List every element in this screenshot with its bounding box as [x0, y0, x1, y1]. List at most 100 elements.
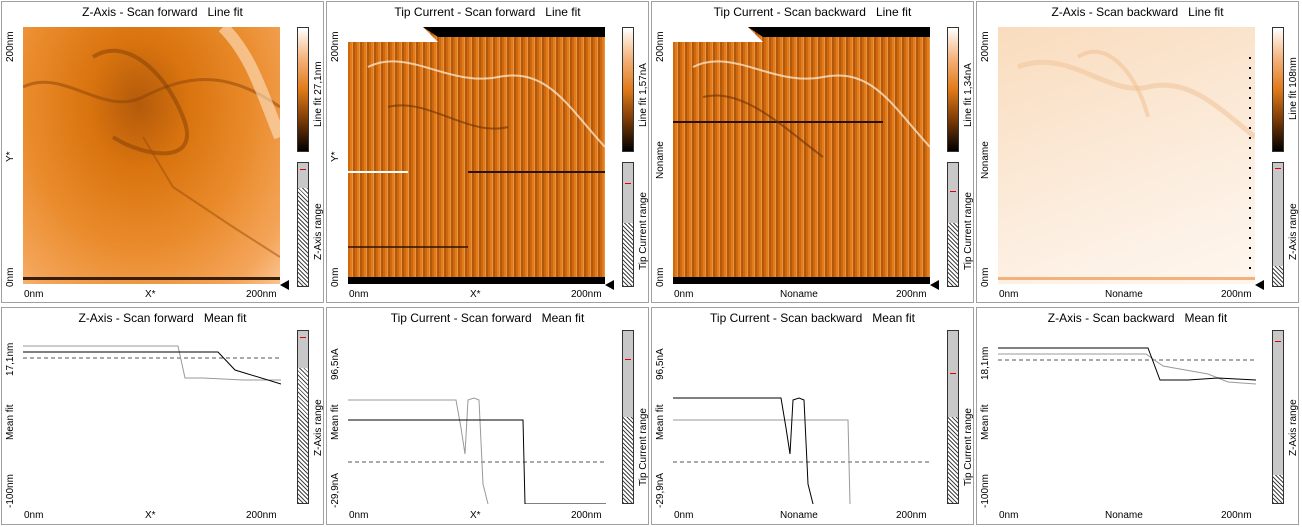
- forward-trace: [998, 353, 1256, 385]
- y-axis-label: Mean fit: [655, 404, 666, 440]
- color-scale-bar: [947, 27, 959, 152]
- y-axis-label: Noname: [655, 141, 666, 179]
- color-scale-label: Line fit 108nm: [1288, 57, 1299, 120]
- line-profile-plot[interactable]: [998, 336, 1256, 504]
- x-axis-min-label: 0nm: [24, 510, 44, 521]
- panel-title: Z-Axis - Scan forward Line fit: [82, 5, 243, 19]
- y-axis-max-label: 200nm: [980, 31, 991, 62]
- panel-z-backward-profile: Z-Axis - Scan backward Mean fit 18,1nm M…: [976, 307, 1299, 525]
- x-axis-max-label: 200nm: [246, 289, 277, 300]
- x-axis-max-label: 200nm: [896, 289, 927, 300]
- panel-z-forward-profile: Z-Axis - Scan forward Mean fit 17,1nm Me…: [1, 307, 324, 525]
- panel-title: Tip Current - Scan backward Mean fit: [710, 311, 915, 325]
- color-scale-bar: [297, 27, 309, 152]
- y-axis-min-label: -100nm: [980, 474, 991, 508]
- color-scale-label: Line fit 1,34nA: [963, 63, 974, 127]
- backward-trace: [673, 397, 814, 504]
- y-axis-min-label: 0nm: [330, 267, 341, 287]
- y-axis-max-label: 200nm: [5, 31, 16, 62]
- panel-current-forward-profile: Tip Current - Scan forward Mean fit 96,5…: [326, 307, 649, 525]
- range-slider[interactable]: [622, 330, 634, 504]
- y-axis-label: Mean fit: [980, 404, 991, 440]
- y-axis-label: Mean fit: [5, 404, 16, 440]
- scan-position-marker[interactable]: [930, 280, 939, 290]
- x-axis-min-label: 0nm: [999, 289, 1019, 300]
- x-axis-max-label: 200nm: [1221, 289, 1252, 300]
- panel-title: Tip Current - Scan backward Line fit: [713, 5, 912, 19]
- y-axis-max-label: 200nm: [655, 31, 666, 62]
- topography-texture: [998, 49, 1255, 280]
- panel-z-forward-image: Z-Axis - Scan forward Line fit 200nm Y* …: [1, 1, 324, 303]
- range-label: Z-Axis range: [313, 399, 324, 456]
- line-profile-plot[interactable]: [23, 336, 281, 504]
- color-scale-bar: [1272, 27, 1284, 152]
- x-axis-label: X*: [470, 289, 481, 300]
- y-axis-label: Mean fit: [330, 404, 341, 440]
- range-slider[interactable]: [622, 162, 634, 287]
- forward-trace: [23, 351, 281, 385]
- x-axis-max-label: 200nm: [246, 510, 277, 521]
- x-axis-min-label: 0nm: [999, 510, 1019, 521]
- range-slider[interactable]: [947, 330, 959, 504]
- y-axis-max-label: 18,1nm: [980, 346, 991, 380]
- x-axis-max-label: 200nm: [571, 510, 602, 521]
- panel-current-backward-profile: Tip Current - Scan backward Mean fit 96,…: [651, 307, 974, 525]
- topography-texture: [23, 27, 280, 280]
- scan-position-marker[interactable]: [280, 280, 289, 290]
- panel-title: Z-Axis - Scan backward Line fit: [1051, 5, 1224, 19]
- x-axis-label: Noname: [780, 289, 818, 300]
- y-axis-max-label: 96,5nA: [655, 348, 666, 380]
- range-slider[interactable]: [297, 330, 309, 504]
- panel-title: Tip Current - Scan forward Mean fit: [390, 311, 585, 325]
- y-axis-min-label: 0nm: [5, 267, 16, 287]
- panel-title: Tip Current - Scan forward Line fit: [394, 5, 581, 19]
- panel-title: Z-Axis - Scan backward Mean fit: [1047, 311, 1228, 325]
- backward-trace: [23, 345, 281, 381]
- topography-image[interactable]: [998, 27, 1255, 284]
- topography-image[interactable]: [23, 27, 280, 284]
- x-axis-max-label: 200nm: [1221, 510, 1252, 521]
- range-slider[interactable]: [947, 162, 959, 287]
- range-label: Tip Current range: [963, 408, 974, 486]
- range-label: Z-Axis range: [313, 203, 324, 260]
- x-axis-max-label: 200nm: [896, 510, 927, 521]
- line-profile-plot[interactable]: [348, 336, 606, 504]
- y-axis-label: Y*: [330, 151, 341, 162]
- x-axis-label: Noname: [780, 510, 818, 521]
- x-axis-max-label: 200nm: [571, 289, 602, 300]
- y-axis-min-label: -100nm: [5, 474, 16, 508]
- current-image[interactable]: [348, 27, 605, 284]
- x-axis-label: Noname: [1105, 510, 1143, 521]
- y-axis-min-label: 0nm: [980, 267, 991, 287]
- panel-z-backward-image: Z-Axis - Scan backward Line fit 200nm No…: [976, 1, 1299, 303]
- x-axis-min-label: 0nm: [674, 510, 694, 521]
- x-axis-label: X*: [145, 289, 156, 300]
- x-axis-min-label: 0nm: [349, 289, 369, 300]
- range-label: Tip Current range: [638, 408, 649, 486]
- scan-position-marker[interactable]: [1255, 280, 1264, 290]
- panel-current-backward-image: Tip Current - Scan backward Line fit 200…: [651, 1, 974, 303]
- panel-title: Z-Axis - Scan forward Mean fit: [78, 311, 247, 325]
- line-profile-plot[interactable]: [673, 336, 931, 504]
- x-axis-min-label: 0nm: [24, 289, 44, 300]
- current-texture: [673, 27, 930, 284]
- x-axis-label: X*: [145, 510, 156, 521]
- current-texture: [348, 27, 605, 284]
- x-axis-min-label: 0nm: [349, 510, 369, 521]
- x-axis-label: X*: [470, 510, 481, 521]
- forward-trace: [673, 419, 851, 504]
- y-axis-label: Noname: [980, 141, 991, 179]
- scan-position-marker[interactable]: [605, 280, 614, 290]
- y-axis-label: Y*: [5, 151, 16, 162]
- y-axis-min-label: -29,9nA: [330, 472, 341, 508]
- range-slider[interactable]: [1272, 162, 1284, 287]
- y-axis-min-label: -29,9nA: [655, 472, 666, 508]
- range-slider[interactable]: [297, 162, 309, 287]
- range-slider[interactable]: [1272, 330, 1284, 504]
- x-axis-label: Noname: [1105, 289, 1143, 300]
- panel-current-forward-image: Tip Current - Scan forward Line fit 200n…: [326, 1, 649, 303]
- x-axis-min-label: 0nm: [674, 289, 694, 300]
- y-axis-max-label: 96,5nA: [330, 348, 341, 380]
- range-label: Tip Current range: [638, 192, 649, 270]
- current-image[interactable]: [673, 27, 930, 284]
